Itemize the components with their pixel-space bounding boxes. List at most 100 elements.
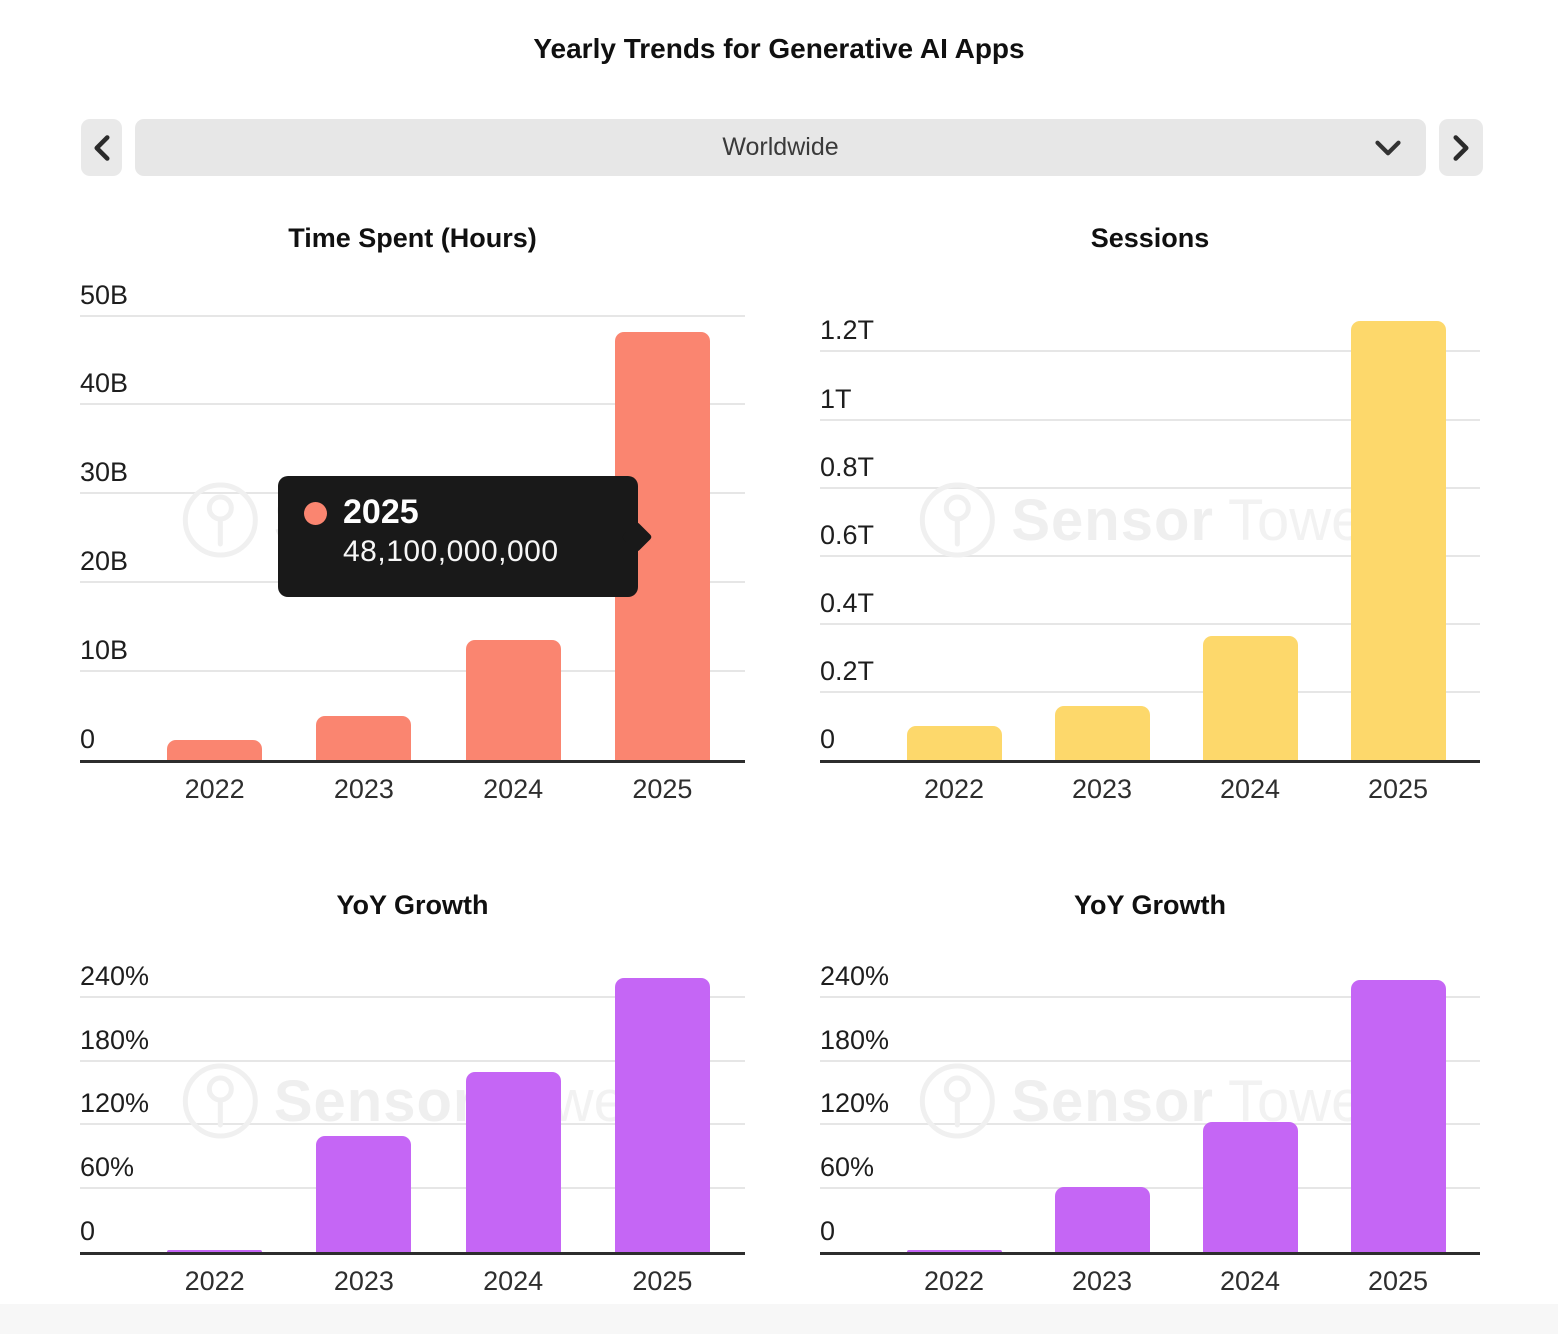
gridline bbox=[80, 670, 745, 673]
x-axis-label: 2023 bbox=[333, 774, 394, 804]
tooltip-year: 2025 bbox=[343, 493, 419, 531]
x-axis-label: 2023 bbox=[1071, 1266, 1133, 1296]
x-axis-label: 2022 bbox=[184, 774, 245, 804]
bar-2022[interactable] bbox=[906, 1249, 1002, 1252]
x-axis-label: 2024 bbox=[1219, 1266, 1281, 1296]
bar-2024[interactable] bbox=[1202, 635, 1298, 760]
tooltip-series-marker-icon bbox=[304, 502, 327, 525]
y-axis-tick-label: 0 bbox=[80, 1216, 96, 1246]
bar-column bbox=[1324, 280, 1472, 760]
x-axis-label: 2024 bbox=[483, 1266, 544, 1296]
chart-tooltip: 2025 48,100,000,000 bbox=[278, 476, 653, 597]
bar-column bbox=[1028, 280, 1176, 760]
gridline bbox=[820, 418, 1480, 421]
y-axis-tick-label: 120% bbox=[820, 1088, 890, 1119]
bar-column bbox=[439, 280, 588, 760]
y-axis-tick-label: 120% bbox=[80, 1088, 150, 1119]
y-axis-tick-label: 240% bbox=[80, 960, 150, 991]
y-axis-tick-label: 50B bbox=[80, 279, 129, 310]
bar-2022[interactable] bbox=[167, 1249, 263, 1252]
bar-2023[interactable] bbox=[316, 1136, 412, 1252]
x-axis-label: 2023 bbox=[333, 1266, 394, 1296]
yoy-growth-sessions-plot-area: 0 60% 120% 180% 240% Sensor Tower bbox=[820, 950, 1480, 1255]
bar-2025[interactable] bbox=[1350, 979, 1446, 1252]
time-spent-plot-area: 2025 48,100,000,000 010B20B30B40B50BSens… bbox=[80, 280, 745, 763]
country-dropdown[interactable]: Worldwide bbox=[135, 119, 1426, 176]
y-axis-tick-label: 0.4T bbox=[820, 587, 875, 618]
sessions-x-axis: 2022 2023 2024 2025 bbox=[820, 774, 1480, 805]
y-axis-tick-label: 10B bbox=[80, 635, 129, 666]
watermark-text-bold: Sensor bbox=[1011, 487, 1214, 553]
watermark-text-bold: Sensor bbox=[1011, 1068, 1214, 1134]
y-axis-tick-label: 180% bbox=[820, 1024, 890, 1055]
yoy-growth-sessions-x-axis: 2022 2023 2024 2025 bbox=[820, 1266, 1480, 1297]
tooltip-value: 48,100,000,000 bbox=[343, 535, 559, 568]
chart-title-yoy-growth-time: YoY Growth bbox=[336, 890, 489, 920]
gridline bbox=[820, 995, 1480, 998]
bar-column bbox=[1324, 950, 1472, 1252]
sensor-tower-logo-icon bbox=[917, 1061, 997, 1141]
bar-2024[interactable] bbox=[465, 1072, 561, 1252]
y-axis-tick-label: 30B bbox=[80, 457, 129, 488]
sessions-plot-area: 0 0.2T 0.4T 0.6T 0.8T 1T 1.2T Sensor Tower bbox=[820, 280, 1480, 763]
y-axis-tick-label: 0.8T bbox=[820, 451, 875, 482]
yoy-growth-time-plot-area: 0 60% 120% 180% 240% Sensor Tower bbox=[80, 950, 745, 1255]
bar-column bbox=[439, 950, 588, 1252]
y-axis-tick-label: 0.2T bbox=[820, 655, 875, 686]
bar-2023[interactable] bbox=[1054, 1187, 1150, 1252]
yoy-growth-time-x-axis: 2022 2023 2024 2025 bbox=[80, 1266, 745, 1297]
gridline bbox=[820, 1123, 1480, 1126]
x-axis-label: 2022 bbox=[923, 774, 985, 804]
bar-2025[interactable] bbox=[614, 977, 710, 1252]
chart-title-time-spent: Time Spent (Hours) bbox=[288, 223, 537, 253]
gridline bbox=[820, 1187, 1480, 1190]
bar-2025[interactable] bbox=[1350, 320, 1446, 760]
bar-2024[interactable] bbox=[1202, 1122, 1298, 1252]
gridline bbox=[80, 995, 745, 998]
time-spent-x-axis: 2022 2023 2024 2025 bbox=[80, 774, 745, 805]
gridline bbox=[820, 486, 1480, 489]
gridline bbox=[820, 622, 1480, 625]
watermark-text-bold: Sensor bbox=[273, 1068, 477, 1134]
bar-column bbox=[289, 280, 438, 760]
prev-country-button[interactable] bbox=[81, 119, 122, 176]
chevron-right-icon bbox=[1450, 134, 1472, 162]
x-axis-label: 2024 bbox=[1219, 774, 1281, 804]
chart-title-sessions: Sessions bbox=[1090, 223, 1210, 253]
country-dropdown-value: Worldwide bbox=[722, 133, 839, 161]
y-axis-tick-label: 1T bbox=[820, 383, 852, 414]
y-axis-tick-label: 40B bbox=[80, 368, 129, 399]
bar-column bbox=[588, 950, 737, 1252]
chevron-down-icon bbox=[1374, 139, 1402, 157]
gridline bbox=[80, 403, 745, 406]
bar-2023[interactable] bbox=[1054, 705, 1150, 760]
y-axis-tick-label: 60% bbox=[820, 1152, 875, 1183]
chart-title-yoy-growth-sessions: YoY Growth bbox=[1073, 890, 1226, 920]
gridline bbox=[820, 554, 1480, 557]
y-axis-tick-label: 60% bbox=[80, 1152, 135, 1183]
y-axis-tick-label: 0 bbox=[820, 724, 836, 754]
y-axis-tick-label: 0.6T bbox=[820, 519, 875, 550]
bar-column bbox=[880, 280, 1028, 760]
bar-column bbox=[140, 280, 289, 760]
next-country-button[interactable] bbox=[1439, 119, 1483, 176]
bar-2022[interactable] bbox=[167, 739, 263, 760]
bar-2022[interactable] bbox=[906, 725, 1002, 760]
y-axis-tick-label: 1.2T bbox=[820, 315, 875, 346]
footer-strip bbox=[0, 1304, 1558, 1334]
gridline bbox=[80, 1123, 745, 1126]
gridline bbox=[820, 690, 1480, 693]
bar-2023[interactable] bbox=[316, 716, 412, 760]
bar-column bbox=[1176, 950, 1324, 1252]
sensor-tower-logo-icon bbox=[180, 480, 260, 560]
sensor-tower-logo-icon bbox=[180, 1061, 260, 1141]
bar-2024[interactable] bbox=[465, 640, 561, 760]
x-axis-label: 2025 bbox=[632, 774, 693, 804]
x-axis-label: 2025 bbox=[632, 1266, 693, 1296]
y-axis-tick-label: 180% bbox=[80, 1024, 150, 1055]
gridline bbox=[80, 1059, 745, 1062]
x-axis-label: 2024 bbox=[483, 774, 544, 804]
x-axis-label: 2022 bbox=[923, 1266, 985, 1296]
gridline bbox=[820, 350, 1480, 353]
bar-column bbox=[289, 950, 438, 1252]
